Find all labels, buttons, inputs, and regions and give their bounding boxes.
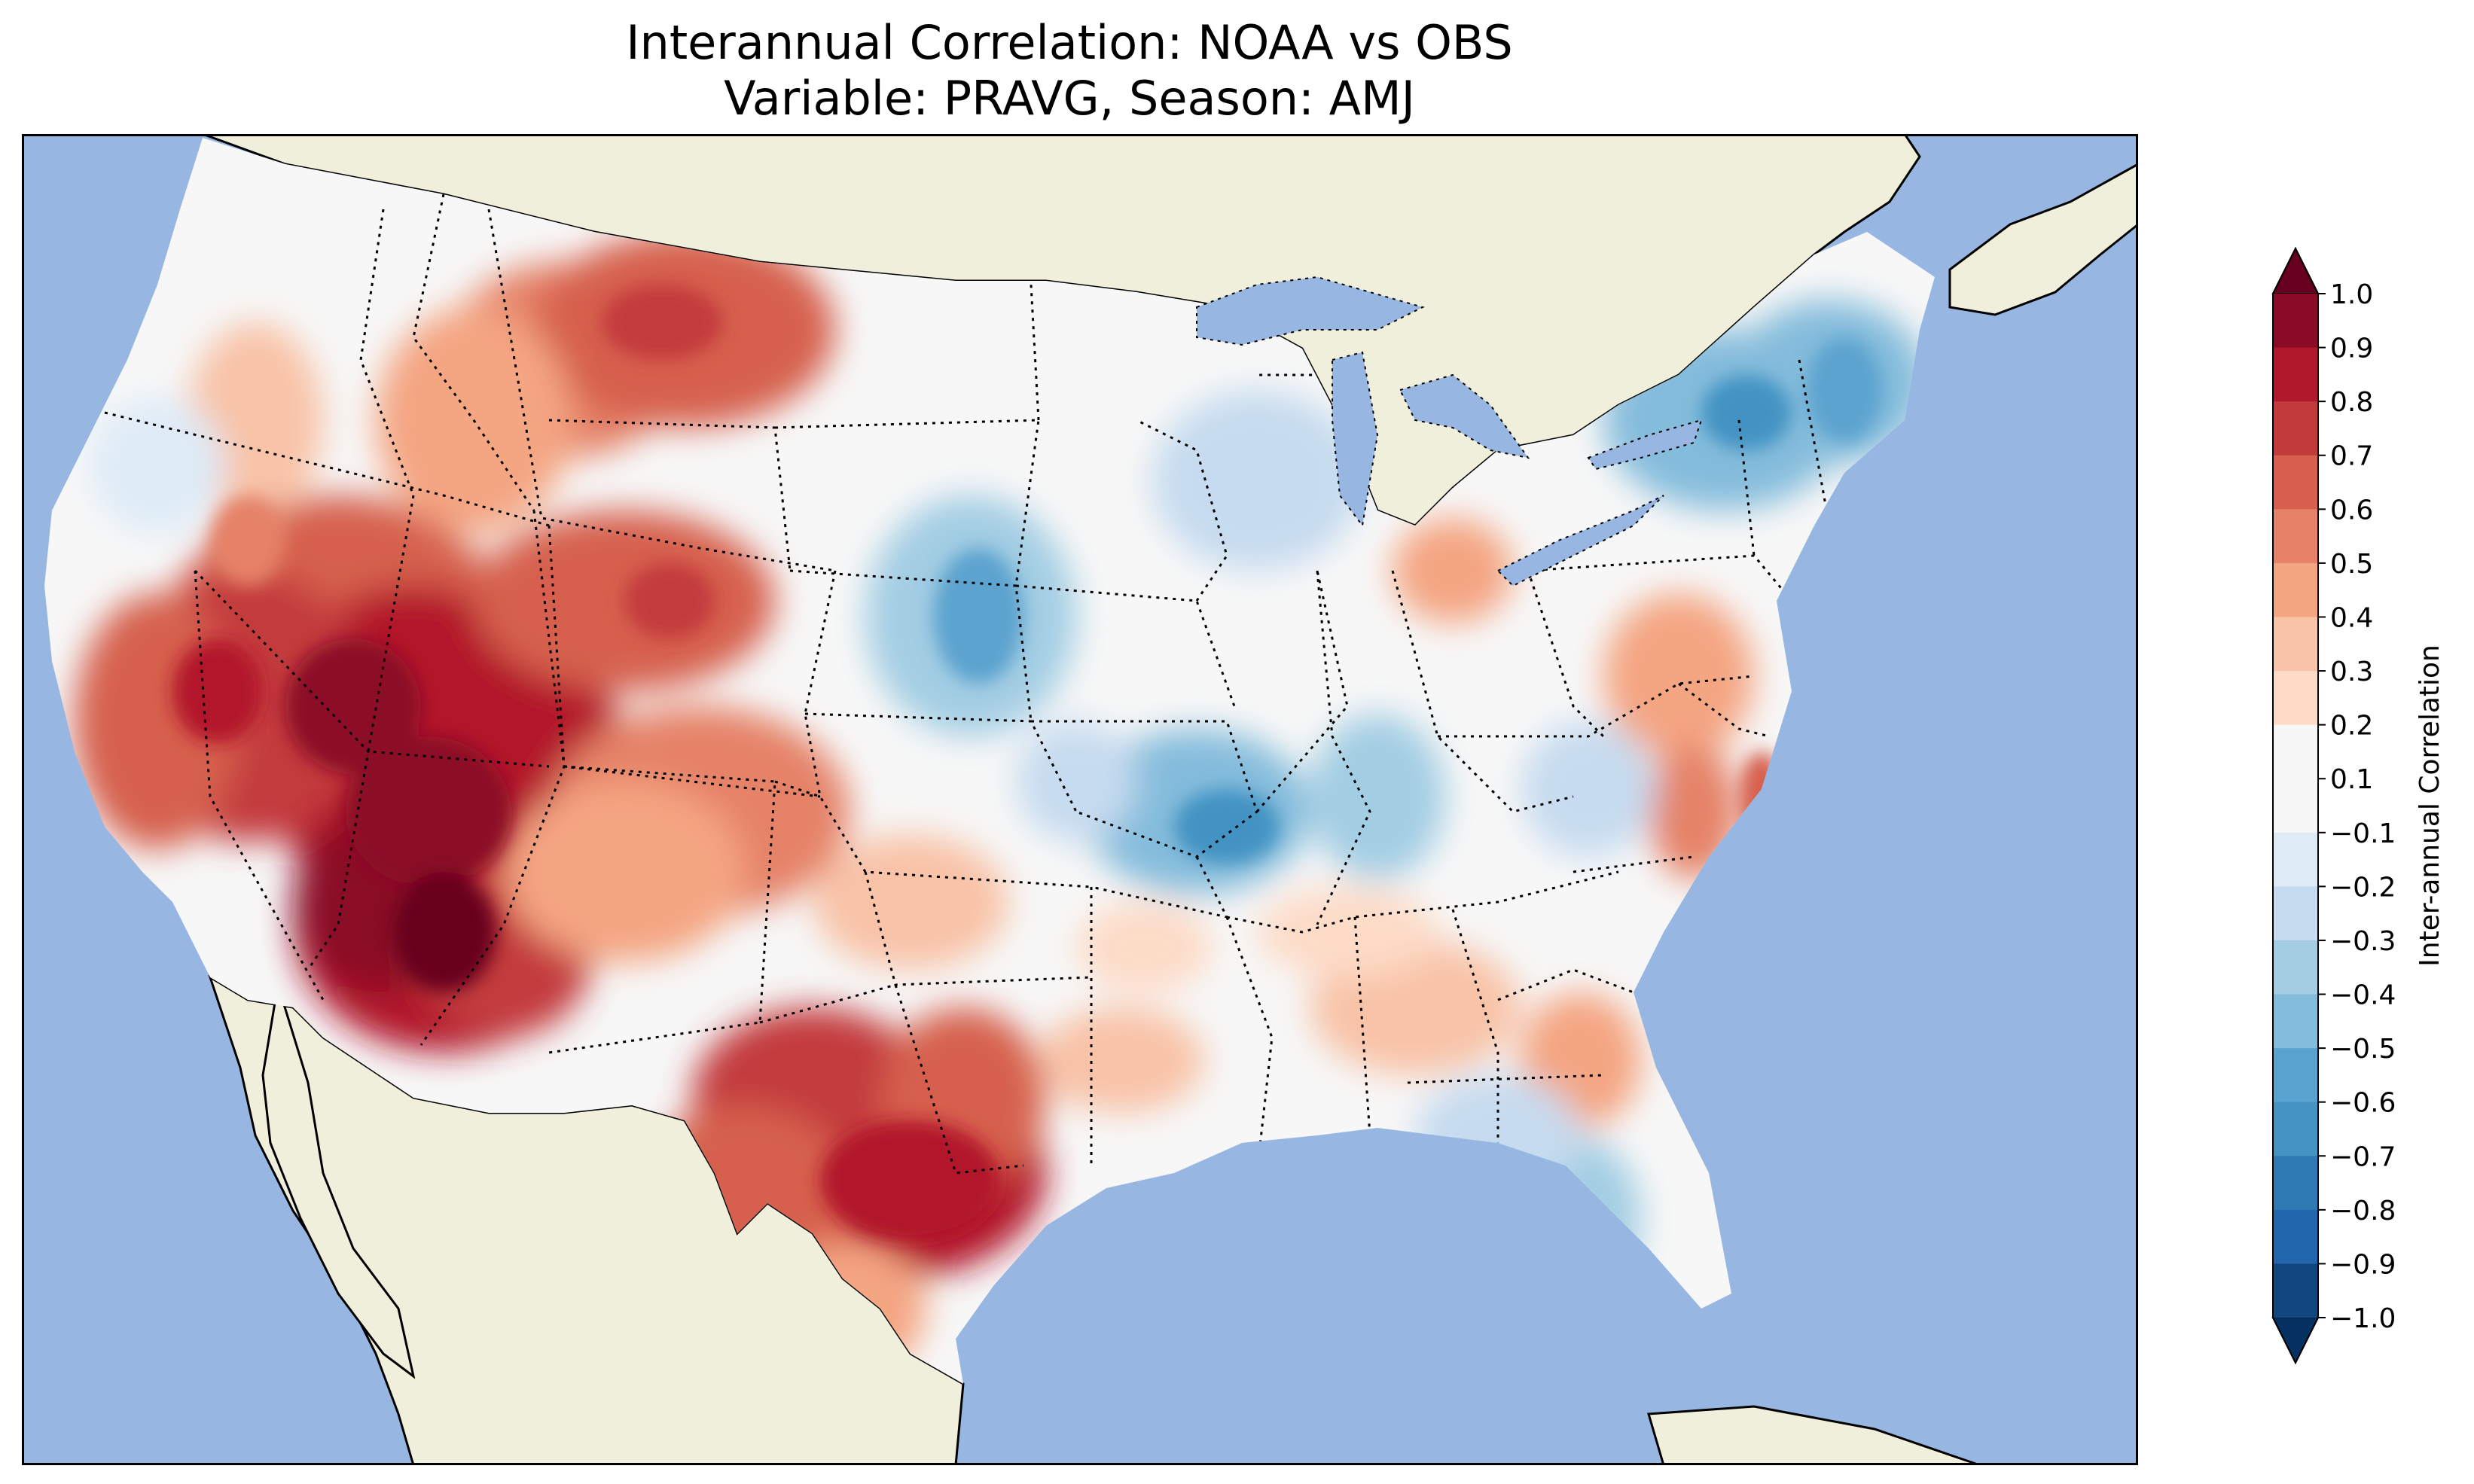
colorbar-segment [2273,1209,2318,1264]
correlation-region [504,782,745,962]
colorbar-tick-label: −1.0 [2330,1303,2396,1334]
colorbar-tick-label: 0.2 [2330,711,2373,742]
colorbar-tick-label: −0.3 [2330,926,2396,957]
colorbar-tick-label: 0.6 [2330,495,2373,526]
baja-peninsula [261,984,416,1379]
colorbar-segment [2273,779,2318,833]
correlation-region [1152,390,1362,571]
state-boundaries [104,193,1890,1175]
colorbar-segment [2273,562,2318,617]
map-frame [22,134,2138,1465]
colorbar-tick-label: −0.9 [2330,1249,2396,1280]
colorbar-tick-label: 0.5 [2330,549,2373,580]
colorbar-tick-label: 0.9 [2330,334,2373,364]
correlation-region [1521,721,1656,857]
colorbar-segment [2273,401,2318,456]
correlation-region [1257,887,1438,977]
colorbar-segment [2273,886,2318,941]
correlation-field [44,138,1935,1384]
colorbar-tick-label: −0.6 [2330,1088,2396,1119]
correlation-core [285,638,421,774]
colorbar-segment [2273,994,2318,1049]
canada-east-land [1948,163,2138,316]
correlation-region [1076,902,1212,992]
colorbar-tick-label: 0.4 [2330,602,2373,633]
correlation-region [1016,721,1136,842]
colorbar-segment [2273,509,2318,564]
correlation-region [813,834,1008,970]
colorbar-max-arrow [2271,246,2320,294]
correlation-core [933,548,1023,684]
correlation-region [1310,714,1445,879]
colorbar-segment [2273,940,2318,995]
figure-title-line-1: Interannual Correlation: NOAA vs OBS [626,15,1513,70]
colorbar-tick-label: −0.1 [2330,818,2396,849]
colorbar-segment [2273,1048,2318,1103]
correlation-core [602,285,722,360]
correlation-core [820,1120,1001,1241]
cuba [1647,1405,1981,1465]
correlation-core [624,563,715,638]
colorbar-segment [2273,1156,2318,1211]
correlation-core [1701,375,1792,450]
correlation-core [172,638,263,744]
colorbar-segment [2273,617,2318,672]
colorbar-min-arrow [2271,1317,2320,1365]
colorbar-segment [2273,294,2318,349]
great-lakes [1196,276,1703,587]
correlation-core [1807,337,1882,443]
figure-title-line-2: Variable: PRAVG, Season: AMJ [724,71,1415,126]
correlation-region [90,398,225,533]
colorbar-tick-label: −0.5 [2330,1034,2396,1065]
correlation-core [210,495,285,586]
colorbar: 1.0 0.9 0.8 0.7 0.6 0.5 0.4 0.3 0.2 0.1 −0.1 −0.2 −0… [2271,246,2445,1365]
correlation-region [1039,1007,1204,1113]
correlation-map [22,134,2138,1465]
colorbar-segment [2273,671,2318,726]
colorbar-label: Inter-annual Correlation [2415,644,2445,967]
correlation-core [391,872,496,992]
colorbar-segment [2273,1102,2318,1156]
correlation-region [1649,744,1739,879]
correlation-core [1174,789,1280,864]
colorbar-segment [2273,455,2318,510]
colorbar-tick-label: 0.3 [2330,657,2373,687]
correlation-region [1603,593,1754,759]
correlation-core [346,736,511,887]
colorbar-segment [2273,1263,2318,1318]
colorbar-tick-label: −0.4 [2330,980,2396,1011]
correlation-region [1393,518,1513,623]
colorbar-tick-label: −0.7 [2330,1141,2396,1172]
colorbar-tick-label: −0.8 [2330,1196,2396,1227]
colorbar-tick-label: 1.0 [2330,279,2373,310]
colorbar-segment [2273,724,2318,779]
colorbar-tick-label: 0.8 [2330,387,2373,418]
colorbar-segment [2273,832,2318,887]
colorbar-tick-label: 0.1 [2330,764,2373,795]
colorbar-tick-label: 0.7 [2330,441,2373,472]
colorbar-segment [2273,347,2318,402]
colorbar-tick-label: −0.2 [2330,872,2396,903]
